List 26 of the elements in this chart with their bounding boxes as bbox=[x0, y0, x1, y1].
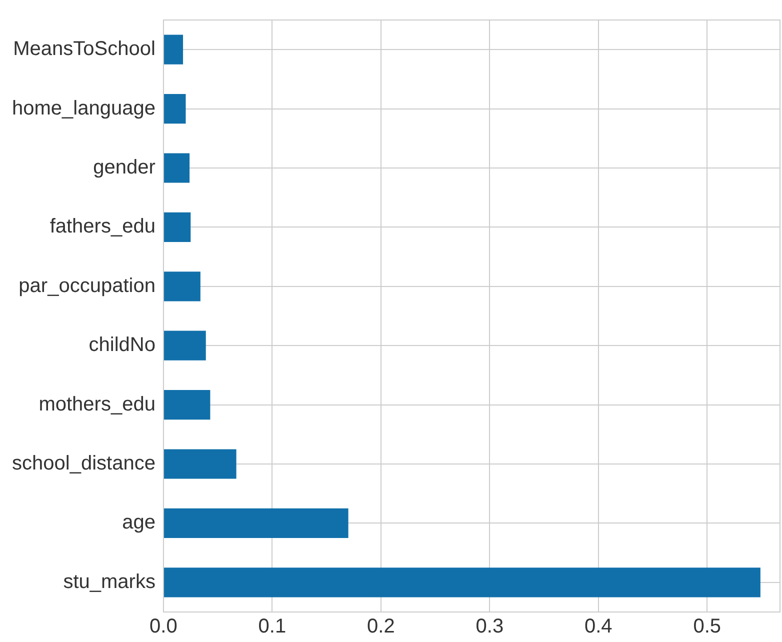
x-tick-label: 0.3 bbox=[476, 616, 504, 638]
bar bbox=[164, 94, 186, 124]
bar bbox=[164, 212, 191, 242]
bar bbox=[164, 272, 200, 302]
x-tick-label: 0.4 bbox=[584, 616, 612, 638]
bar bbox=[164, 330, 206, 360]
x-tick-label: 0.0 bbox=[150, 616, 178, 638]
bar bbox=[164, 568, 760, 598]
bar bbox=[164, 153, 190, 183]
bar bbox=[164, 449, 236, 479]
x-tick-label: 0.2 bbox=[367, 616, 395, 638]
y-tick-label: fathers_edu bbox=[50, 216, 156, 238]
y-tick-label: childNo bbox=[88, 334, 156, 356]
y-tick-label: par_occupation bbox=[18, 274, 156, 297]
x-tick-label: 0.5 bbox=[693, 616, 722, 638]
bar bbox=[164, 508, 348, 538]
y-tick-label: mothers_edu bbox=[38, 393, 156, 416]
y-tick-label: gender bbox=[93, 156, 156, 179]
y-tick-label: age bbox=[122, 512, 156, 534]
bar bbox=[164, 390, 210, 420]
bar bbox=[164, 34, 184, 64]
y-tick-label: stu_marks bbox=[63, 570, 156, 593]
y-tick-label: home_language bbox=[12, 97, 156, 120]
x-tick-label: 0.1 bbox=[258, 616, 286, 638]
y-tick-label: school_distance bbox=[12, 452, 156, 475]
y-tick-label: MeansToSchool bbox=[13, 38, 156, 60]
